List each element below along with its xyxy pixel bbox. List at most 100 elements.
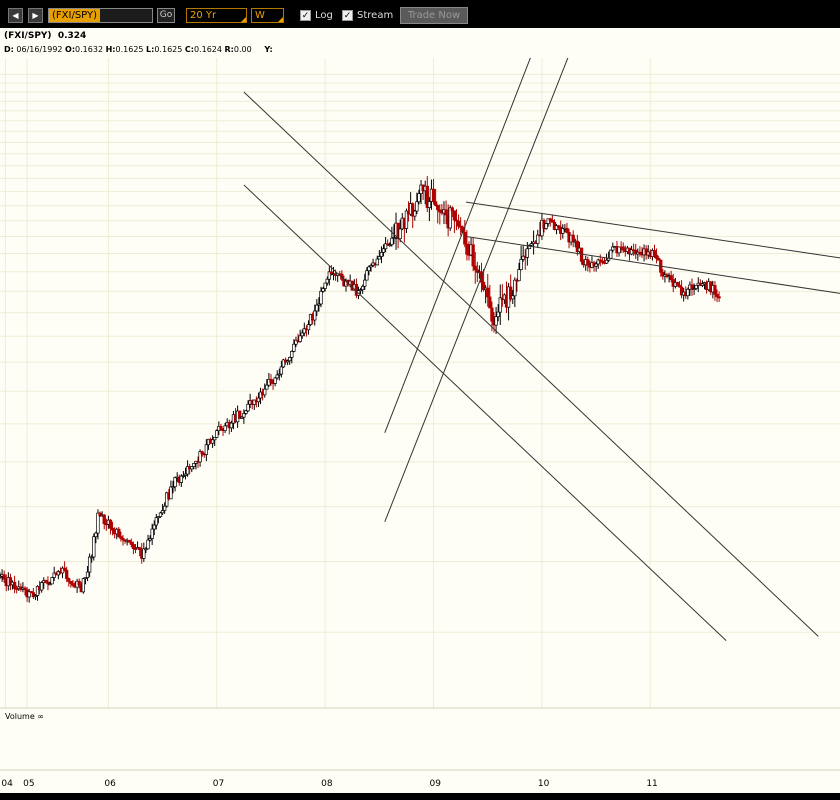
candle-body — [375, 258, 379, 266]
candle-body — [517, 269, 521, 282]
candle-body — [450, 207, 454, 212]
candle-body — [617, 246, 621, 254]
candle-body — [363, 279, 367, 287]
period-select[interactable]: 20 Yr — [186, 8, 247, 23]
stream-checkbox[interactable]: ✓ — [342, 10, 353, 21]
candle-body — [436, 205, 440, 211]
price-chart[interactable]: Volume ∞ 04 05 06 07 08 09 10 11 — [0, 58, 840, 793]
candle-body — [288, 357, 292, 362]
candle-body — [713, 285, 717, 295]
candle-body — [144, 548, 148, 551]
candle-body — [413, 210, 417, 217]
candle-body — [561, 228, 565, 234]
candle-body — [433, 201, 438, 206]
candle-body — [2, 574, 6, 580]
candle-body — [519, 259, 523, 270]
candle-body — [315, 304, 319, 312]
candle-body — [40, 582, 44, 591]
candle-body — [488, 296, 492, 309]
candle-body — [142, 548, 146, 559]
candle-body — [0, 576, 2, 578]
bottom-strip — [0, 793, 840, 800]
candle-body — [90, 556, 94, 559]
go-button[interactable]: Go — [157, 8, 175, 23]
candle-body — [604, 259, 609, 264]
volume-pane — [0, 707, 840, 771]
x-tick-label: 10 — [538, 779, 550, 789]
outer-channel-upper-trendline — [465, 201, 840, 259]
candle-body — [8, 577, 13, 586]
candle-body — [179, 475, 183, 483]
candle-body — [285, 360, 290, 363]
candle-body — [652, 250, 657, 256]
interval-value: W — [255, 10, 265, 21]
candle-body — [571, 234, 575, 243]
candle-body — [548, 218, 552, 221]
candle-body — [358, 289, 363, 292]
candle-body — [204, 444, 209, 455]
candle-body — [213, 436, 217, 441]
candle-body — [279, 366, 284, 375]
candle-body — [490, 307, 494, 322]
candle-body — [181, 475, 186, 477]
candle-body — [427, 201, 432, 208]
interval-select[interactable]: W — [251, 8, 284, 23]
candle-body — [229, 422, 234, 429]
candle-body — [529, 243, 534, 246]
candle-body — [494, 316, 498, 326]
chart-toolbar: ◀ ▶ (FXI/SPY) Go 20 Yr W ✓ Log ✓ Stream … — [0, 5, 840, 28]
candle-body — [129, 541, 133, 545]
candle-body — [102, 514, 106, 525]
candle-body — [661, 271, 665, 277]
trade-now-button[interactable]: Trade Now — [400, 7, 468, 24]
last-value: 0.324 — [57, 31, 87, 41]
open-value: 0.1632 — [75, 45, 104, 54]
candle-body — [252, 399, 256, 405]
uptrend-steep-right-trendline — [384, 58, 569, 523]
ticker-value: (FXI/SPY) — [49, 9, 100, 22]
forward-arrow-icon[interactable]: ▶ — [28, 8, 43, 23]
candle-body — [367, 266, 371, 272]
candle-body — [486, 287, 490, 298]
candle-body — [481, 281, 486, 291]
candle-body — [379, 252, 384, 257]
candle-body — [223, 425, 227, 431]
candle-body — [277, 373, 281, 376]
candle-body — [473, 265, 477, 271]
candle-body — [35, 586, 40, 596]
candle-body — [292, 343, 296, 352]
low-value: 0.1625 — [154, 45, 183, 54]
candle-body — [15, 588, 19, 590]
candle-body — [654, 254, 659, 259]
dropdown-corner-icon — [241, 17, 246, 22]
candle-body — [377, 256, 382, 260]
candle-body — [598, 259, 602, 262]
candle-body — [110, 527, 115, 531]
candle-body — [313, 310, 317, 321]
ticker-input[interactable]: (FXI/SPY) — [48, 8, 153, 23]
back-arrow-icon[interactable]: ◀ — [8, 8, 23, 23]
period-value: 20 Yr — [190, 10, 217, 21]
candle-body — [240, 416, 244, 419]
x-tick-label: 11 — [646, 779, 657, 789]
candle-body — [694, 284, 698, 289]
candle-body — [536, 234, 540, 244]
candle-body — [77, 580, 81, 586]
x-tick-label: 06 — [104, 779, 116, 789]
candle-body — [546, 218, 550, 224]
candle-body — [471, 244, 475, 267]
candle-body — [496, 311, 500, 318]
candle-body — [183, 473, 188, 476]
candle-body — [12, 581, 17, 589]
candle-body — [404, 210, 409, 229]
candle-body — [317, 303, 321, 306]
candle-body — [48, 583, 52, 586]
candle-body — [521, 255, 525, 260]
candle-body — [29, 591, 33, 593]
uptrend-steep-left-trendline — [384, 58, 531, 434]
x-tick-label: 07 — [213, 779, 224, 789]
candle-body — [290, 351, 294, 358]
candle-body — [156, 516, 161, 519]
candle-body — [169, 486, 173, 500]
log-checkbox[interactable]: ✓ — [300, 10, 311, 21]
